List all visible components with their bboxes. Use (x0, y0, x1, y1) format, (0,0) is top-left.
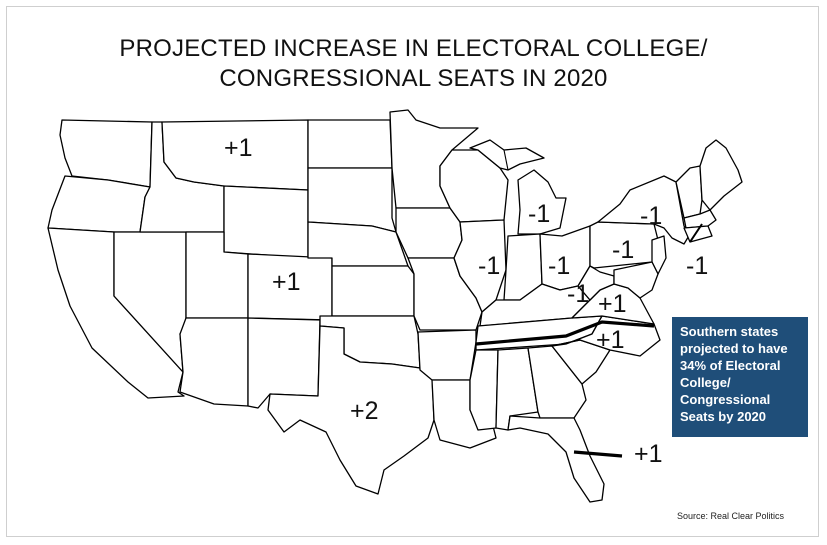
state-wisconsin (439, 149, 509, 223)
label-florida: +1 (634, 440, 663, 468)
state-illinois (453, 219, 507, 313)
state-arkansas (417, 329, 477, 381)
image-frame (6, 6, 819, 537)
state-arizona (179, 317, 249, 407)
map-title-line-1: PROJECTED INCREASE IN ELECTORAL COLLEGE/ (119, 35, 708, 62)
label-ohio: -1 (548, 252, 571, 280)
state-wyoming (223, 185, 309, 259)
tennessee-emphasis-line (475, 320, 655, 346)
state-delaware-maryland (613, 261, 659, 299)
state-maine (699, 139, 743, 211)
label-michigan: -1 (528, 200, 551, 228)
state-oregon (47, 175, 151, 233)
label-rhode-island: -1 (686, 252, 709, 280)
state-kansas (331, 265, 415, 317)
label-texas: +2 (350, 397, 379, 425)
state-michigan-lower (517, 169, 567, 235)
label-pennsylvania: -1 (612, 236, 635, 264)
state-texas (267, 325, 435, 495)
state-new-jersey (651, 235, 667, 275)
southern-states-callout: Southern states projected to have 34% of… (672, 317, 808, 437)
label-illinois: -1 (478, 252, 501, 280)
state-mississippi (469, 349, 499, 431)
label-virginia: +1 (598, 290, 627, 318)
source-credit: Source: Real Clear Politics (677, 511, 785, 521)
state-iowa (395, 207, 463, 259)
label-montana: +1 (224, 134, 253, 162)
map-title-line-2: CONGRESSIONAL SEATS IN 2020 (219, 65, 608, 92)
florida-pointer-line (573, 450, 623, 458)
label-north-carolina: +1 (596, 326, 625, 354)
state-north-dakota (307, 119, 393, 169)
label-colorado: +1 (272, 268, 301, 296)
state-michigan-upper (469, 139, 545, 171)
border-michigan-wisconsin (503, 149, 509, 171)
state-florida (507, 415, 605, 503)
rhode-island-pointer-line (689, 223, 703, 243)
label-west-virginia: -1 (567, 280, 590, 308)
label-new-york: -1 (640, 202, 663, 230)
